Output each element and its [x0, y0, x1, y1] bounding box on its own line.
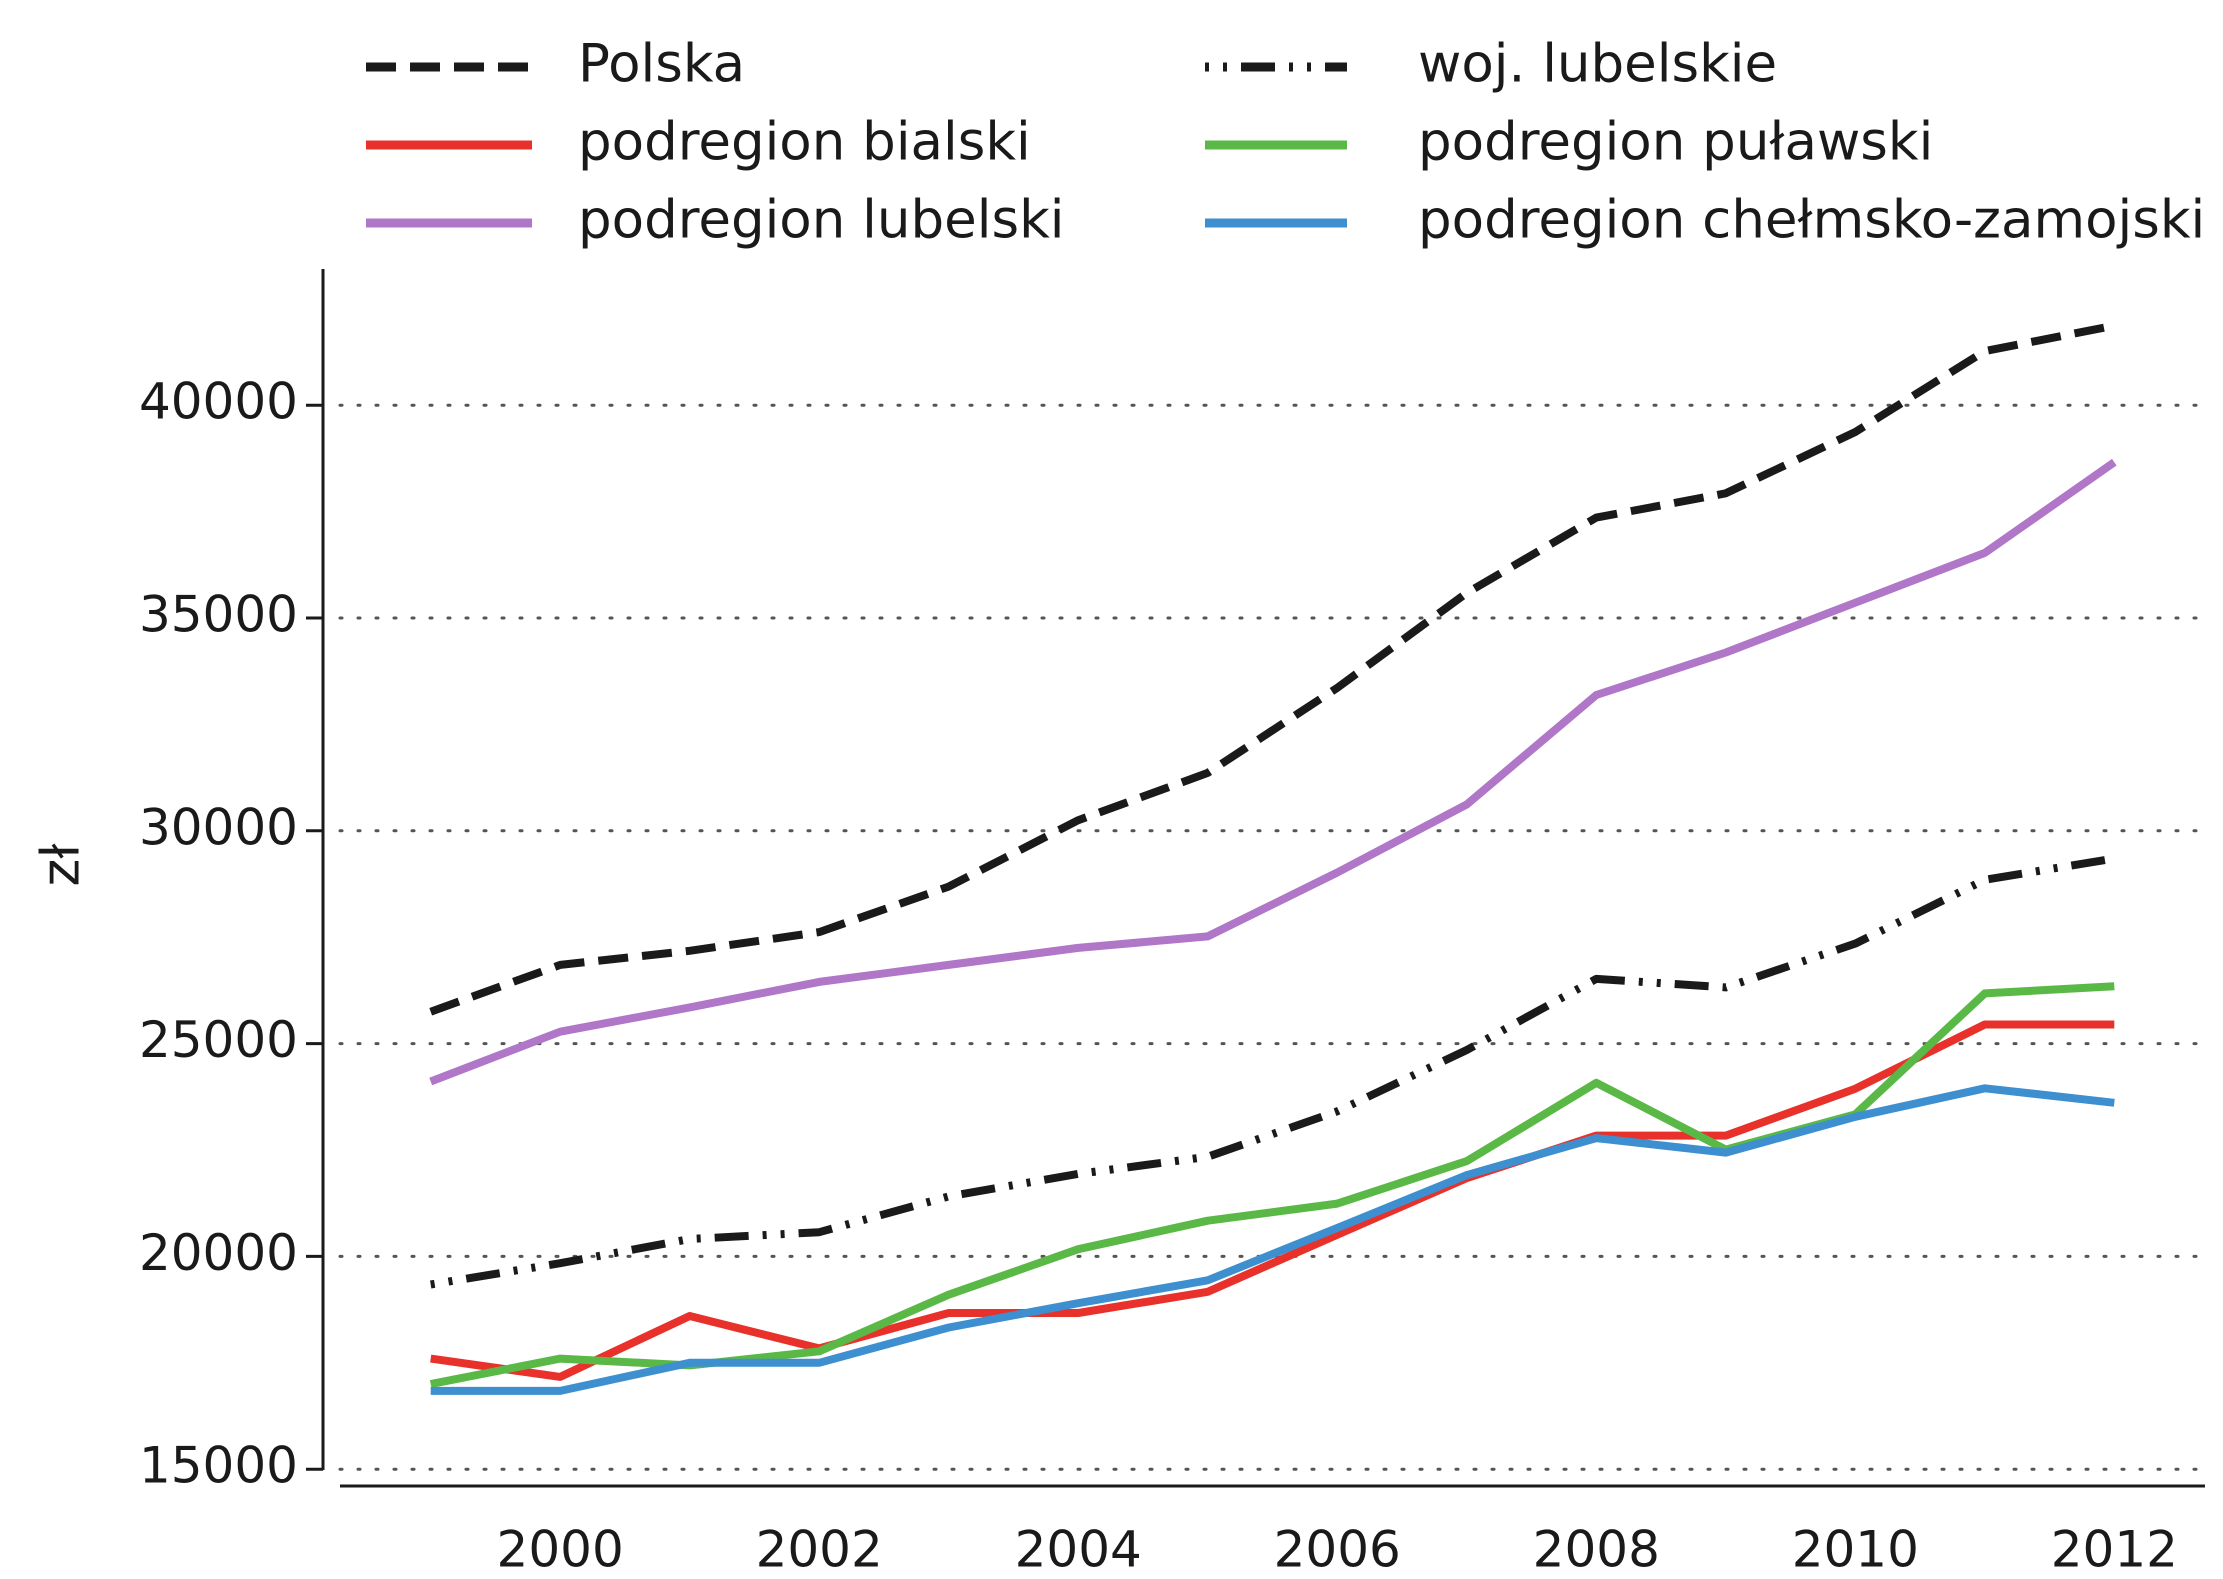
series-line	[430, 1084, 2115, 1395]
x-tick-label: 2000	[497, 1521, 624, 1579]
series-line	[429, 982, 2115, 1389]
y-axis-label: zł	[31, 843, 92, 887]
x-tick-label: 2002	[756, 1521, 883, 1579]
y-tick-label: 30000	[139, 798, 298, 856]
x-tick-label: 2006	[1274, 1521, 1401, 1579]
y-tick-label: 35000	[139, 586, 298, 644]
x-tick-label: 2004	[1015, 1521, 1142, 1579]
legend-label: podregion lubelski	[578, 190, 1065, 251]
series-line	[430, 854, 2115, 1289]
x-tick-label: 2010	[1792, 1521, 1919, 1579]
y-tick-label: 40000	[139, 373, 298, 431]
y-tick-label: 20000	[139, 1224, 298, 1282]
series-line	[429, 321, 2116, 1016]
y-tick-label: 25000	[139, 1011, 298, 1069]
y-tick-label: 15000	[139, 1437, 298, 1495]
legend-label: podregion bialski	[578, 112, 1031, 173]
x-tick-label: 2012	[2051, 1521, 2178, 1579]
legend-label: Polska	[578, 34, 745, 95]
legend-label: podregion chełmsko-zamojski	[1418, 190, 2205, 251]
x-tick-label: 2008	[1533, 1521, 1660, 1579]
legend-label: podregion puławski	[1418, 112, 1933, 173]
series-line	[429, 458, 2117, 1086]
series-line	[430, 1020, 2115, 1381]
legend-label: woj. lubelskie	[1418, 34, 1777, 95]
